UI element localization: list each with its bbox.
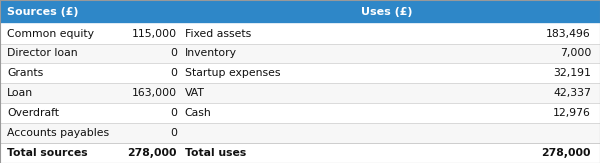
Text: Fixed assets: Fixed assets: [185, 29, 251, 39]
Text: Loan: Loan: [7, 88, 34, 98]
Text: Overdraft: Overdraft: [7, 108, 59, 118]
Text: Total uses: Total uses: [185, 148, 246, 158]
Text: 0: 0: [170, 108, 177, 118]
Text: Total sources: Total sources: [7, 148, 88, 158]
Text: 278,000: 278,000: [542, 148, 591, 158]
Bar: [0, 63, 600, 83]
Text: 183,496: 183,496: [546, 29, 591, 39]
Bar: [0, 44, 600, 63]
Text: 278,000: 278,000: [128, 148, 177, 158]
Text: Uses (£): Uses (£): [361, 7, 413, 17]
Bar: [0, 0, 600, 24]
Text: Inventory: Inventory: [185, 49, 237, 59]
Text: Cash: Cash: [185, 108, 212, 118]
Text: 42,337: 42,337: [553, 88, 591, 98]
Text: 32,191: 32,191: [553, 68, 591, 78]
Text: 7,000: 7,000: [560, 49, 591, 59]
Text: Startup expenses: Startup expenses: [185, 68, 280, 78]
Bar: [0, 24, 600, 44]
Text: Accounts payables: Accounts payables: [7, 128, 109, 138]
Bar: [0, 103, 600, 123]
Text: 12,976: 12,976: [553, 108, 591, 118]
Text: 115,000: 115,000: [132, 29, 177, 39]
Text: VAT: VAT: [185, 88, 205, 98]
Bar: [0, 143, 600, 163]
Text: Common equity: Common equity: [7, 29, 94, 39]
Text: Director loan: Director loan: [7, 49, 78, 59]
Bar: [0, 83, 600, 103]
Text: 163,000: 163,000: [132, 88, 177, 98]
Text: 0: 0: [170, 68, 177, 78]
Text: 0: 0: [170, 128, 177, 138]
Bar: [0, 123, 600, 143]
Text: Grants: Grants: [7, 68, 43, 78]
Text: 0: 0: [170, 49, 177, 59]
Text: Sources (£): Sources (£): [7, 7, 79, 17]
